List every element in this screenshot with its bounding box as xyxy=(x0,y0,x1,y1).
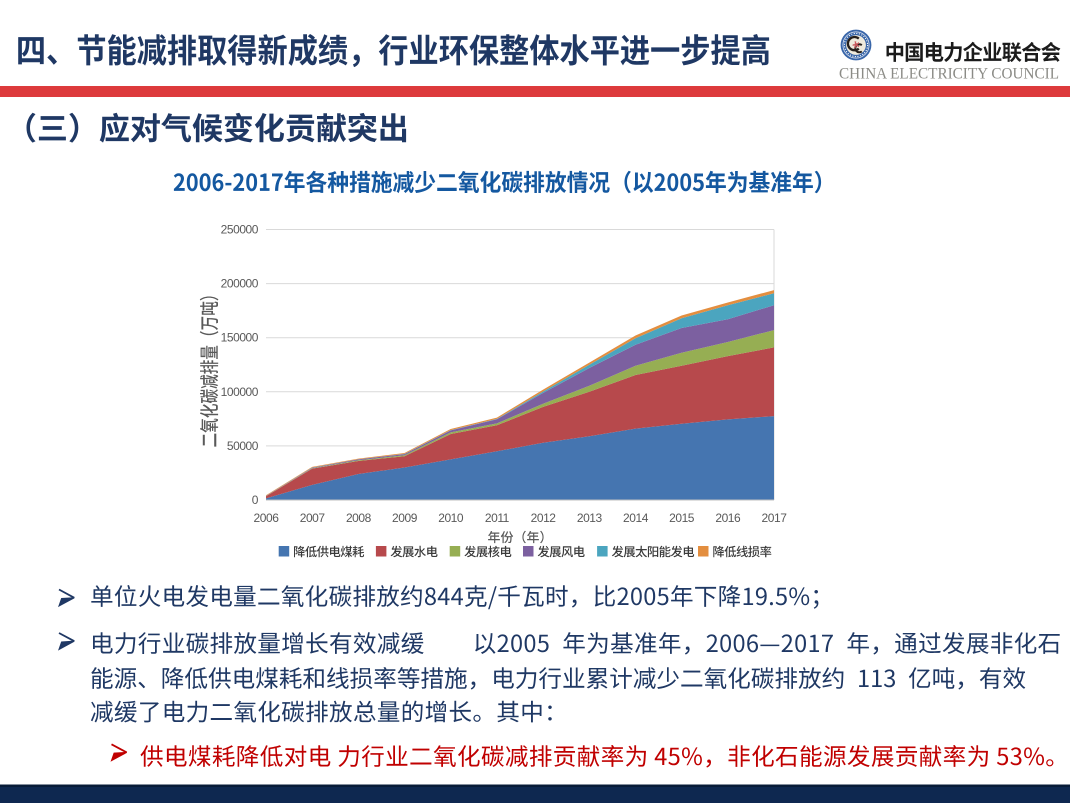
svg-text:50000: 50000 xyxy=(227,439,259,453)
svg-text:2013: 2013 xyxy=(577,511,603,525)
svg-text:0: 0 xyxy=(252,493,259,507)
svg-text:2014: 2014 xyxy=(623,511,649,525)
svg-text:2011: 2011 xyxy=(485,511,510,525)
svg-text:2006: 2006 xyxy=(254,511,280,525)
svg-text:2012: 2012 xyxy=(531,511,557,525)
svg-text:2017: 2017 xyxy=(762,511,788,525)
svg-text:CHINA ELECTRICITY COUNCIL: CHINA ELECTRICITY COUNCIL xyxy=(839,64,1059,83)
svg-text:2016: 2016 xyxy=(715,511,741,525)
svg-text:250000: 250000 xyxy=(221,223,259,237)
svg-text:2008: 2008 xyxy=(346,511,372,525)
svg-text:2009: 2009 xyxy=(392,511,418,525)
svg-text:2007: 2007 xyxy=(300,511,326,525)
svg-text:100000: 100000 xyxy=(221,385,259,399)
svg-text:2015: 2015 xyxy=(669,511,695,525)
svg-text:150000: 150000 xyxy=(221,331,259,345)
svg-text:200000: 200000 xyxy=(221,277,259,291)
svg-text:2010: 2010 xyxy=(438,511,464,525)
